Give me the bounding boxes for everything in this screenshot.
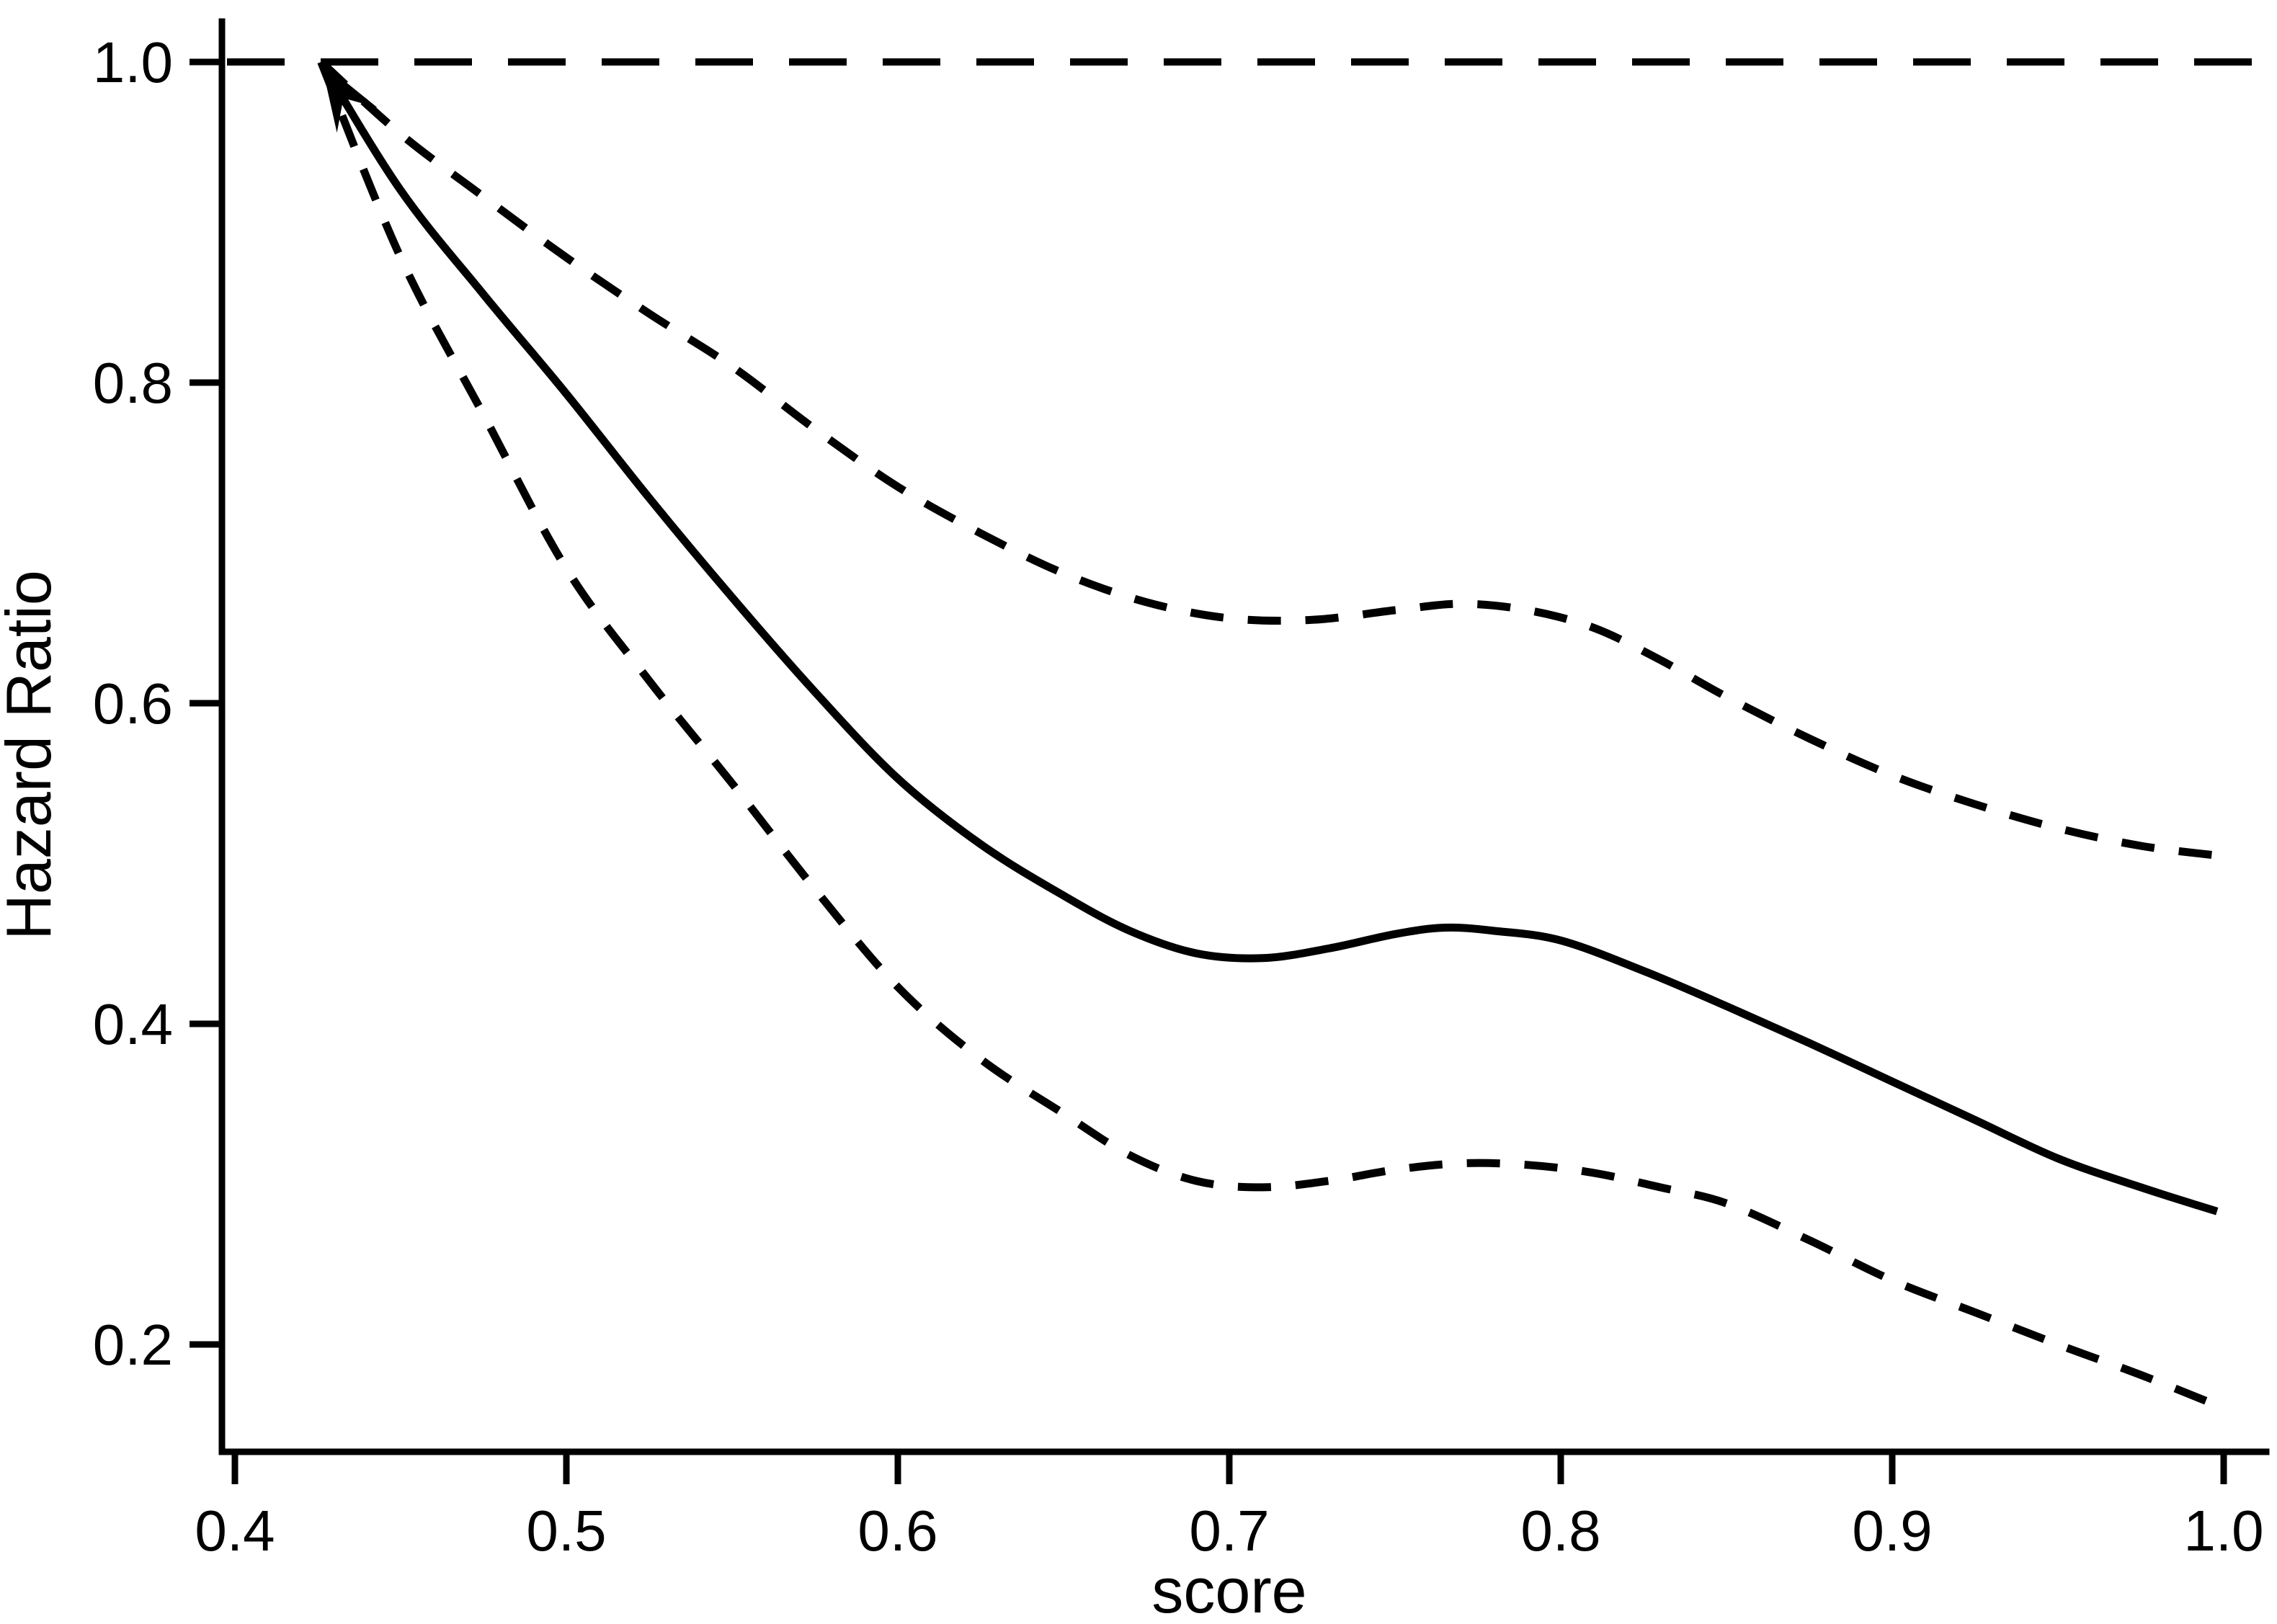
x-axis-tick-label: 1.0: [2183, 1499, 2263, 1563]
y-axis-tick-label: 1.0: [93, 30, 173, 94]
x-axis-tick-label: 0.8: [1520, 1499, 1600, 1563]
x-axis-tick-label: 0.5: [526, 1499, 606, 1563]
x-axis-tick-label: 0.6: [857, 1499, 937, 1563]
curve-group: [317, 58, 2219, 1409]
x-axis-tick-label: 0.7: [1189, 1499, 1269, 1563]
y-axis-tick-label: 0.6: [93, 672, 173, 736]
y-axis-ticks: 0.2 0.4 0.6 0.8 1.0: [93, 30, 222, 1377]
x-axis-ticks: 0.4 0.5 0.6 0.7 0.8 0.9 1.0: [195, 1452, 2264, 1563]
series-hazard_ratio-curve: [317, 60, 2219, 1215]
y-axis-tick-label: 0.4: [93, 992, 173, 1056]
y-axis-tick-label: 0.8: [93, 351, 173, 415]
curve-start-arrowhead: [321, 62, 378, 133]
y-axis-tick-label: 0.2: [93, 1313, 173, 1377]
series-ci_lower-curve: [317, 60, 2219, 1409]
series-ci_upper-curve: [318, 58, 2218, 860]
x-axis-tick-label: 0.9: [1852, 1499, 1932, 1563]
y-axis-title: Hazard Ratio: [0, 570, 64, 940]
x-axis-tick-label: 0.4: [195, 1499, 275, 1563]
x-axis-title: score: [1151, 1555, 1306, 1624]
